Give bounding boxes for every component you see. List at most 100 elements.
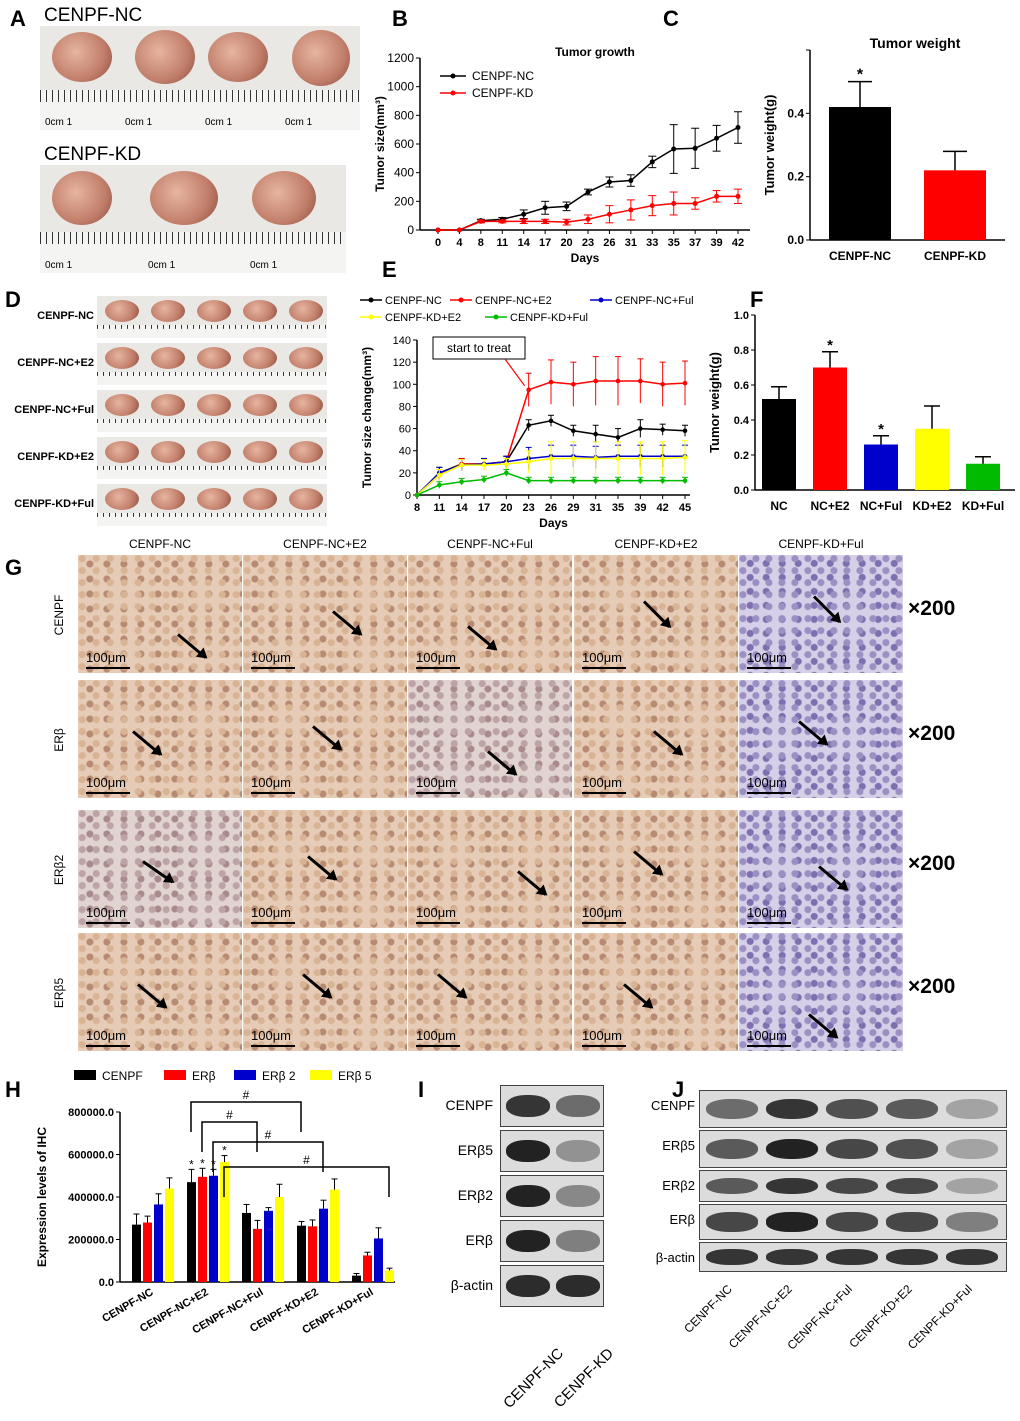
bar	[864, 444, 898, 490]
blot-strip	[699, 1170, 1007, 1202]
scale-bar: 100μm	[747, 1028, 792, 1047]
arrow-icon	[142, 860, 174, 884]
magnification-label: ×200	[908, 722, 956, 745]
significance-mark: #	[303, 1153, 310, 1167]
bar	[165, 1188, 174, 1282]
arrow-icon	[467, 625, 497, 651]
bar	[363, 1255, 372, 1282]
data-point	[735, 125, 741, 131]
blot-band	[946, 1177, 998, 1195]
blot-band	[556, 1095, 600, 1117]
ruler-label: 0cm 1	[45, 260, 73, 271]
y-tick-label: 60	[399, 424, 411, 436]
annotation-text: start to treat	[447, 341, 512, 355]
y-tick-label: 400000.0	[68, 1192, 114, 1204]
x-tick-label: 31	[625, 237, 637, 249]
data-point	[571, 381, 576, 387]
arrow-icon	[517, 870, 547, 896]
legend-label: CENPF-NC+Ful	[615, 295, 694, 307]
panel-j-western-blot: CENPF ERβ5 ERβ2 ERβ β-actin CENPF-NC CENPF-NC+…	[635, 1090, 1020, 1373]
significance-mark: #	[265, 1128, 272, 1142]
scale-bar: 100μm	[416, 1028, 461, 1047]
legend-label: CENPF-KD	[472, 86, 534, 100]
blot-band	[506, 1275, 550, 1297]
y-tick-label: 0.8	[734, 345, 749, 357]
ruler-label: 0cm 1	[125, 117, 153, 128]
blot-band	[766, 1138, 818, 1160]
significance-mark: *	[189, 1157, 194, 1171]
ihc-image: 100μm	[574, 555, 738, 673]
bar	[762, 399, 796, 490]
x-tick-label: 11	[434, 502, 446, 514]
data-point	[628, 207, 634, 213]
y-axis-label: Tumor weight(g)	[762, 95, 777, 196]
x-tick-label: 26	[603, 237, 615, 249]
data-point	[548, 478, 554, 483]
y-tick-label: 0.4	[734, 415, 750, 427]
x-tick-label: 20	[500, 502, 512, 514]
ihc-column-label: CENPF-NC+Ful	[447, 537, 533, 551]
x-axis-label: Days	[571, 251, 600, 265]
data-point	[638, 478, 643, 483]
series-line	[438, 195, 738, 231]
scale-bar: 100μm	[416, 775, 461, 794]
x-tick-label: 35	[668, 237, 680, 249]
blot-band	[886, 1212, 938, 1232]
y-tick-label: 400	[394, 166, 414, 180]
data-point	[593, 456, 598, 461]
y-axis-label: Tumor size(mm³)	[373, 96, 387, 192]
y-tick-label: 0.2	[734, 450, 749, 462]
y-tick-label: 800	[394, 108, 414, 122]
bar	[374, 1238, 383, 1282]
ihc-image: 100μm	[574, 680, 738, 798]
magnification-label: ×200	[908, 975, 956, 998]
chart-title: Tumor weight	[870, 35, 961, 51]
arrow-icon	[653, 730, 683, 756]
data-point	[548, 456, 554, 461]
panel-d-row: CENPF-NC+Ful	[0, 390, 330, 434]
ruler-label: 0cm 1	[148, 260, 176, 271]
y-axis-label: Tumor size change(mm³)	[360, 347, 374, 488]
scale-bar: 100μm	[86, 1028, 131, 1047]
bar	[264, 1210, 273, 1282]
blot-strip	[500, 1265, 604, 1307]
blot-label: CENPF	[445, 1097, 493, 1113]
chart-f-tumor-weight: 0.0 0.2 0.4 0.6 0.8 1.0 Tumor weight(g) NC * NC+E…	[707, 310, 1015, 513]
data-point	[526, 387, 531, 393]
x-tick-label: 14	[518, 237, 531, 249]
blot-label: ERβ	[669, 1212, 695, 1227]
legend-label: ERβ 5	[338, 1069, 372, 1083]
ihc-image: 100μm	[243, 810, 407, 928]
x-tick-label: 31	[590, 502, 602, 514]
scale-bar: 100μm	[86, 650, 131, 669]
blot-strip	[500, 1085, 604, 1127]
data-point	[435, 227, 441, 233]
x-tick-label: 8	[478, 237, 484, 249]
x-tick-label: 0	[435, 237, 441, 249]
blot-band	[826, 1249, 878, 1265]
data-point	[660, 478, 665, 483]
panel-label-f: F	[750, 287, 764, 312]
data-point	[521, 218, 527, 224]
arrow-icon	[808, 1013, 838, 1039]
data-point	[692, 145, 698, 151]
blot-label: ERβ	[465, 1232, 493, 1248]
y-tick-label: 0	[407, 223, 414, 237]
data-point	[585, 189, 591, 195]
blot-band	[506, 1140, 550, 1162]
bar	[385, 1270, 394, 1282]
bar	[352, 1275, 361, 1282]
data-point	[649, 159, 655, 165]
blot-band	[556, 1140, 600, 1162]
bar	[220, 1161, 229, 1282]
significance-mark: *	[857, 67, 864, 84]
bar	[297, 1225, 306, 1282]
panel-i-western-blot: CENPF ERβ5 ERβ2 ERβ β-actin CENPF-NC CENPF-KD	[415, 1085, 617, 1412]
scale-bar: 100μm	[86, 905, 131, 924]
x-tick-label: 8	[414, 502, 420, 514]
arrow-icon	[307, 855, 337, 881]
ihc-row-label: ERβ2	[52, 854, 66, 886]
panel-d-row-label: CENPF-NC+Ful	[14, 404, 94, 416]
data-point	[526, 478, 531, 483]
legend-marker	[458, 297, 464, 303]
